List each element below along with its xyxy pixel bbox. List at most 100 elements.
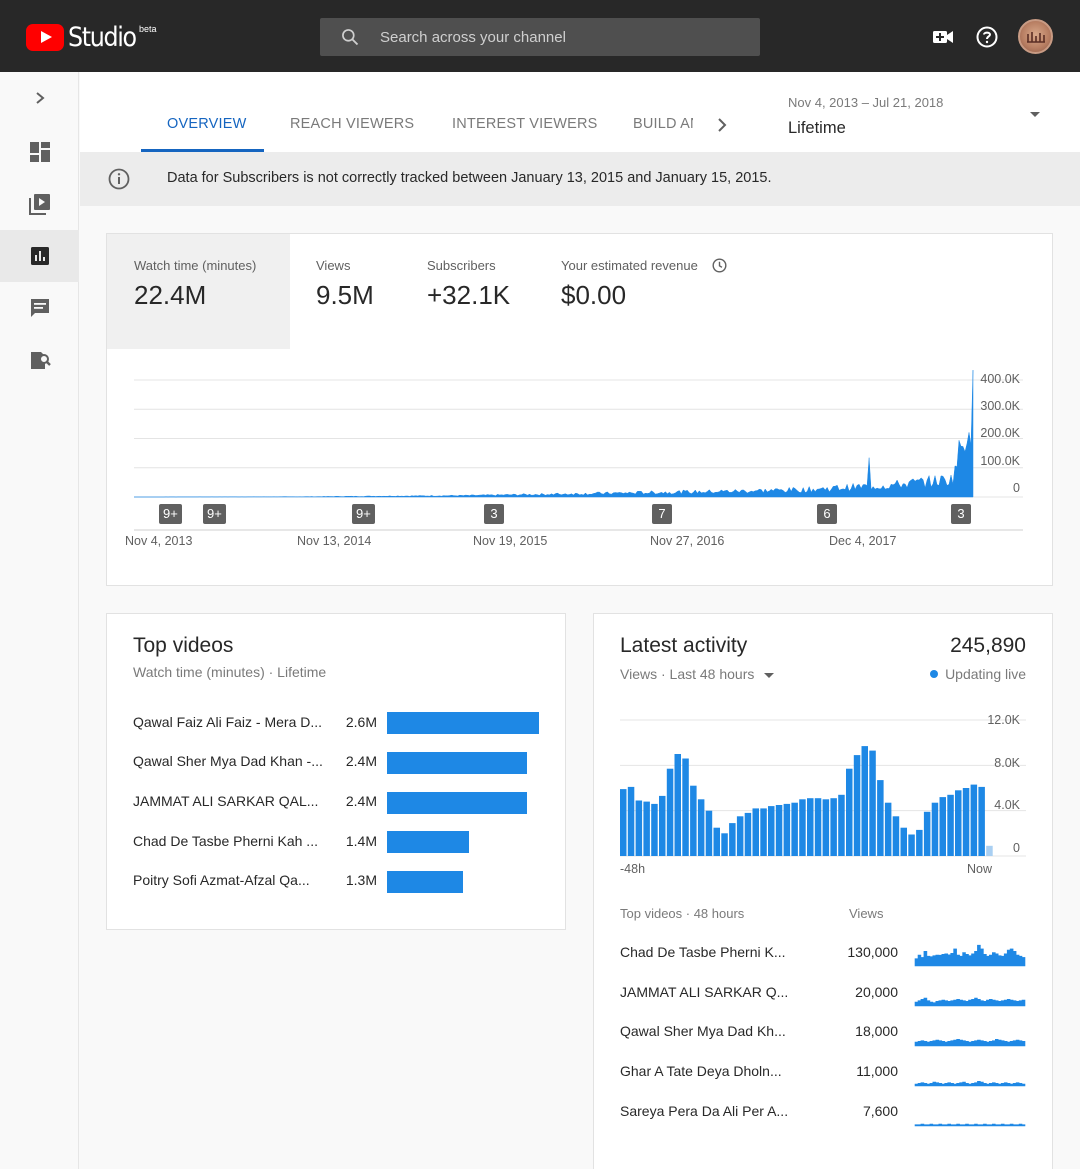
search-icon	[342, 29, 359, 46]
top-video-title[interactable]: JAMMAT ALI SARKAR QAL...	[133, 793, 319, 809]
activity-video-title[interactable]: Ghar A Tate Deya Dholn...	[620, 1063, 782, 1079]
tab-reach-viewers[interactable]: REACH VIEWERS	[290, 116, 415, 132]
top-bar: Studio beta	[0, 0, 1080, 72]
tab-build-audience[interactable]: BUILD AN	[633, 116, 693, 132]
latest-activity-period[interactable]: Views · Last 48 hours	[620, 666, 755, 682]
notice-banner: Data for Subscribers is not correctly tr…	[80, 152, 1080, 206]
activity-bar	[908, 834, 915, 856]
top-video-bar[interactable]	[387, 712, 539, 734]
metric-label: Your estimated revenue	[561, 258, 698, 273]
activity-video-title[interactable]: Chad De Tasbe Pherni K...	[620, 944, 786, 960]
date-range-selector[interactable]: Lifetime	[788, 119, 846, 137]
date-dropdown-caret-icon[interactable]	[1030, 112, 1040, 117]
videos-icon	[28, 194, 50, 215]
tab-interest-viewers[interactable]: INTEREST VIEWERS	[452, 116, 598, 132]
table-header-views: Views	[849, 906, 884, 921]
tabs-next-chevron-icon[interactable]	[715, 117, 729, 133]
annotation-flag[interactable]: 9+	[159, 504, 182, 524]
annotation-flag[interactable]: 3	[951, 504, 971, 524]
sidebar-item-comments[interactable]	[0, 282, 79, 334]
y-tick-label: 300.0K	[980, 399, 1020, 413]
top-video-bar[interactable]	[387, 871, 463, 893]
sparkline	[914, 1123, 1026, 1127]
sidebar-item-copyright[interactable]	[0, 334, 79, 386]
activity-bar	[877, 780, 884, 856]
top-video-bar[interactable]	[387, 831, 469, 853]
activity-bar	[916, 829, 923, 856]
sidebar-item-analytics[interactable]	[0, 230, 79, 282]
activity-bar	[814, 798, 822, 856]
youtube-play-icon	[26, 24, 64, 51]
activity-bar	[939, 797, 946, 856]
metric-views[interactable]: Views 9.5M	[290, 234, 400, 349]
activity-bar	[923, 811, 931, 856]
top-videos-card: Top videos Watch time (minutes) · Lifeti…	[106, 613, 566, 930]
sidebar-expand[interactable]	[0, 72, 79, 124]
metric-watch-time[interactable]: Watch time (minutes) 22.4M	[107, 234, 290, 349]
sparkline	[914, 1081, 1026, 1087]
sparklines	[914, 944, 1026, 1127]
activity-bar	[892, 816, 900, 856]
annotation-flag[interactable]: 6	[817, 504, 837, 524]
live-status: Updating live	[945, 666, 1026, 682]
latest-activity-card: Latest activity 245,890 Views · Last 48 …	[593, 613, 1053, 1169]
latest-activity-chart[interactable]	[594, 614, 1052, 894]
activity-video-views: 11,000	[856, 1063, 898, 1079]
watch-time-chart[interactable]	[107, 234, 1052, 585]
metric-revenue[interactable]: Your estimated revenue $0.00	[533, 234, 733, 349]
clock-icon	[712, 258, 727, 273]
metric-subscribers[interactable]: Subscribers +32.1K	[400, 234, 533, 349]
top-video-title[interactable]: Chad De Tasbe Pherni Kah ...	[133, 833, 318, 849]
activity-video-title[interactable]: JAMMAT ALI SARKAR Q...	[620, 984, 789, 1000]
create-video-icon[interactable]	[932, 27, 954, 47]
activity-bar	[799, 799, 806, 856]
activity-video-title[interactable]: Sareya Pera Da Ali Per A...	[620, 1103, 789, 1119]
activity-video-title[interactable]: Qawal Sher Mya Dad Kh...	[620, 1023, 786, 1039]
top-video-title[interactable]: Poitry Sofi Azmat-Afzal Qa...	[133, 872, 310, 888]
table-header-name: Top videos · 48 hours	[620, 906, 745, 921]
top-video-value: 1.4M	[345, 833, 377, 849]
period-dropdown-caret-icon[interactable]	[764, 673, 774, 678]
activity-bar	[659, 795, 666, 856]
y-tick-label: 12.0K	[987, 713, 1020, 727]
annotation-flag[interactable]: 7	[652, 504, 672, 524]
top-video-title[interactable]: Qawal Faiz Ali Faiz - Mera D...	[133, 714, 323, 730]
help-icon[interactable]	[976, 26, 998, 48]
live-dot-icon	[930, 670, 938, 678]
activity-bar	[775, 805, 783, 856]
activity-bar	[884, 802, 892, 856]
copyright-icon	[30, 352, 51, 369]
search-box[interactable]	[320, 18, 760, 56]
tab-overview[interactable]: OVERVIEW	[167, 116, 247, 132]
annotation-flag[interactable]: 9+	[203, 504, 226, 524]
activity-bar	[643, 801, 650, 856]
top-video-value: 1.3M	[345, 872, 377, 888]
top-video-value: 2.4M	[345, 793, 377, 809]
activity-bar	[627, 786, 635, 856]
top-video-bar[interactable]	[387, 792, 528, 814]
metric-label: Watch time (minutes)	[134, 258, 257, 273]
activity-bar	[729, 823, 736, 856]
metric-value: 22.4M	[134, 280, 207, 310]
activity-video-views: 130,000	[847, 944, 898, 960]
x-tick-label: Nov 4, 2013	[125, 534, 193, 548]
activity-bar	[846, 768, 853, 856]
activity-bar	[955, 790, 962, 856]
activity-bar	[822, 799, 830, 856]
sidebar-item-dashboard[interactable]	[0, 126, 79, 178]
activity-bar	[962, 788, 970, 856]
y-tick-label: 0	[1013, 481, 1020, 495]
annotation-flag[interactable]: 3	[484, 504, 504, 524]
metric-value: $0.00	[561, 280, 627, 310]
annotation-flag[interactable]: 9+	[352, 504, 375, 524]
top-video-value: 2.6M	[345, 714, 377, 730]
top-video-title[interactable]: Qawal Sher Mya Dad Khan -...	[133, 753, 323, 769]
studio-logo[interactable]: Studio beta	[26, 22, 157, 54]
search-input[interactable]	[380, 18, 750, 56]
activity-bar	[838, 794, 845, 856]
logo-text: Studio	[68, 22, 137, 53]
sidebar-item-videos[interactable]	[0, 178, 79, 230]
x-tick-label: Nov 19, 2015	[473, 534, 548, 548]
top-video-bar[interactable]	[387, 752, 528, 774]
avatar[interactable]	[1018, 19, 1053, 54]
